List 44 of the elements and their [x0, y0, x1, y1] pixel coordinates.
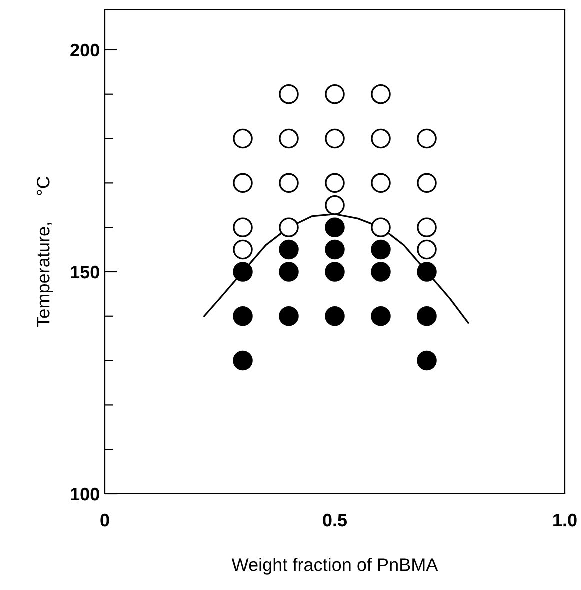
- y-tick-label: 100: [71, 488, 100, 501]
- point: [417, 218, 437, 238]
- x-tick-label: 0: [100, 514, 110, 527]
- point: [325, 306, 345, 326]
- point: [233, 262, 253, 282]
- y-tick-label: 150: [71, 266, 100, 279]
- point: [325, 128, 345, 149]
- y-tick-label: 200: [70, 44, 100, 57]
- point: [417, 306, 437, 326]
- point: [371, 240, 391, 260]
- point: [279, 240, 299, 260]
- point: [233, 173, 253, 194]
- point: [325, 195, 345, 216]
- x-tick-label: 0.5: [323, 514, 348, 527]
- point: [325, 173, 345, 194]
- point: [371, 218, 391, 238]
- x-axis-title: Weight fraction of PnBMA: [232, 558, 438, 575]
- point: [233, 306, 253, 326]
- y-axis-title: Temperature, °C: [36, 176, 54, 328]
- point: [233, 350, 253, 371]
- point: [371, 262, 391, 282]
- point: [417, 350, 437, 371]
- point: [417, 262, 437, 282]
- point: [417, 173, 437, 194]
- x-tick-label: 1.0: [554, 514, 577, 527]
- point: [371, 84, 391, 104]
- point: [279, 218, 299, 238]
- point: [371, 306, 391, 326]
- point: [417, 128, 437, 149]
- point: [371, 128, 391, 149]
- point: [279, 262, 299, 282]
- point: [325, 262, 345, 282]
- point: [325, 240, 345, 260]
- point: [279, 306, 299, 326]
- point: [279, 84, 299, 104]
- point: [233, 240, 253, 260]
- point: [325, 84, 345, 104]
- point: [371, 173, 391, 194]
- point: [417, 240, 437, 260]
- point: [233, 128, 253, 149]
- point: [279, 173, 299, 194]
- point: [233, 218, 253, 238]
- point: [325, 218, 345, 238]
- point: [279, 128, 299, 149]
